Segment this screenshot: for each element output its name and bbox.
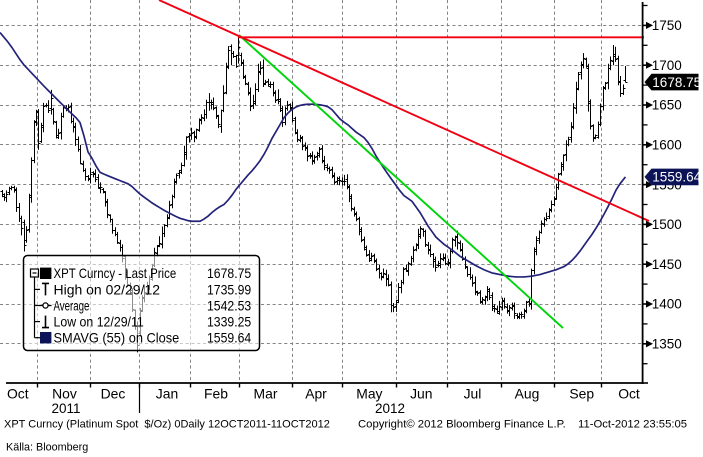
svg-text:Sep: Sep [569, 386, 594, 402]
svg-text:1600: 1600 [652, 138, 682, 153]
svg-text:Feb: Feb [204, 386, 228, 402]
svg-text:Mar: Mar [254, 386, 278, 402]
svg-text:1750: 1750 [652, 18, 682, 33]
svg-text:XPT Curncy (Platinum Spot $/O: XPT Curncy (Platinum Spot $/Oz) 0Daily 1… [4, 419, 330, 431]
svg-text:Jan: Jan [156, 386, 178, 402]
svg-text:1500: 1500 [652, 217, 682, 232]
svg-text:SMAVG (55) on Close: SMAVG (55) on Close [54, 331, 180, 346]
svg-text:1700: 1700 [652, 58, 682, 73]
svg-text:11-Oct-2012 23:55:05: 11-Oct-2012 23:55:05 [578, 419, 687, 431]
svg-text:Nov: Nov [52, 386, 77, 402]
svg-text:2012: 2012 [375, 401, 405, 416]
svg-text:1542.53: 1542.53 [207, 298, 251, 313]
svg-text:1350: 1350 [652, 337, 682, 352]
svg-text:1400: 1400 [652, 297, 682, 312]
svg-text:1559.64: 1559.64 [652, 170, 701, 185]
svg-text:1678.75: 1678.75 [207, 266, 251, 281]
svg-text:1450: 1450 [652, 257, 682, 272]
svg-text:May: May [356, 386, 382, 402]
svg-text:High on 02/29/12: High on 02/29/12 [54, 282, 161, 297]
svg-text:Average: Average [54, 298, 90, 313]
svg-text:Apr: Apr [305, 386, 327, 402]
svg-text:2011: 2011 [51, 401, 80, 416]
svg-text:XPT Curncy - Last Price: XPT Curncy - Last Price [54, 266, 177, 281]
svg-text:Dec: Dec [101, 386, 126, 402]
svg-text:Aug: Aug [515, 386, 540, 402]
svg-text:1650: 1650 [652, 98, 682, 113]
svg-text:1559.64: 1559.64 [207, 331, 252, 346]
svg-text:1339.25: 1339.25 [207, 315, 251, 330]
svg-text:Jun: Jun [410, 386, 432, 402]
svg-text:Oct: Oct [7, 386, 29, 402]
svg-text:1678.75: 1678.75 [652, 75, 701, 90]
svg-text:1735.99: 1735.99 [207, 282, 251, 297]
svg-text:Low on 12/29/11: Low on 12/29/11 [54, 315, 144, 330]
svg-text:Oct: Oct [618, 386, 640, 402]
svg-text:Copyright© 2012 Bloomberg Fina: Copyright© 2012 Bloomberg Finance L.P. [358, 419, 566, 431]
svg-text:Källa: Bloomberg: Källa: Bloomberg [6, 442, 88, 454]
svg-text:Jul: Jul [464, 386, 482, 402]
